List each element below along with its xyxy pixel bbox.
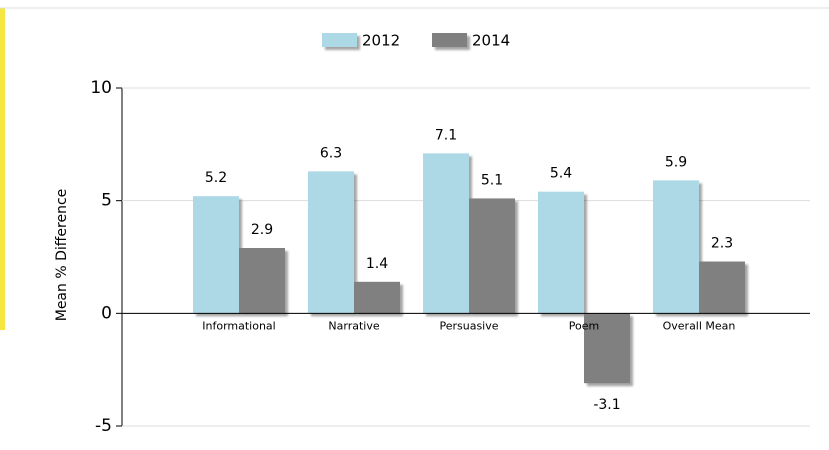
value-label: 5.2 bbox=[205, 170, 227, 186]
legend-swatch bbox=[432, 33, 467, 47]
value-label: 6.3 bbox=[320, 145, 342, 161]
value-label: 5.4 bbox=[550, 166, 572, 182]
value-label: 2.9 bbox=[251, 222, 273, 238]
bar bbox=[699, 261, 745, 314]
bar bbox=[239, 247, 285, 314]
x-tick-label: Persuasive bbox=[439, 319, 498, 332]
y-tick-label: -5 bbox=[95, 416, 112, 436]
x-tick-label: Overall Mean bbox=[663, 319, 736, 332]
value-label: 5.9 bbox=[665, 154, 687, 170]
x-tick-label: Informational bbox=[202, 319, 275, 332]
value-label: 1.4 bbox=[366, 256, 388, 272]
legend-swatch bbox=[322, 33, 357, 47]
left-strip bbox=[0, 8, 5, 330]
value-label: 7.1 bbox=[435, 127, 457, 143]
bar bbox=[308, 171, 354, 314]
bar bbox=[469, 198, 515, 314]
y-axis-label: Mean % Difference bbox=[54, 189, 70, 322]
x-tick-label: Poem bbox=[569, 319, 599, 332]
bar bbox=[354, 281, 400, 314]
value-label: 5.1 bbox=[481, 172, 503, 188]
bar bbox=[584, 313, 630, 384]
y-tick-label: 0 bbox=[101, 303, 112, 323]
y-tick-label: 10 bbox=[90, 78, 112, 98]
value-label: -3.1 bbox=[593, 397, 620, 413]
bar bbox=[653, 180, 699, 314]
legend-label: 2014 bbox=[472, 32, 510, 50]
bar bbox=[423, 153, 469, 314]
x-tick-label: Narrative bbox=[328, 319, 379, 332]
value-label: 2.3 bbox=[711, 236, 733, 252]
bar bbox=[193, 196, 239, 314]
bar bbox=[538, 191, 584, 314]
legend-label: 2012 bbox=[362, 32, 400, 50]
y-tick-label: 5 bbox=[101, 191, 112, 211]
